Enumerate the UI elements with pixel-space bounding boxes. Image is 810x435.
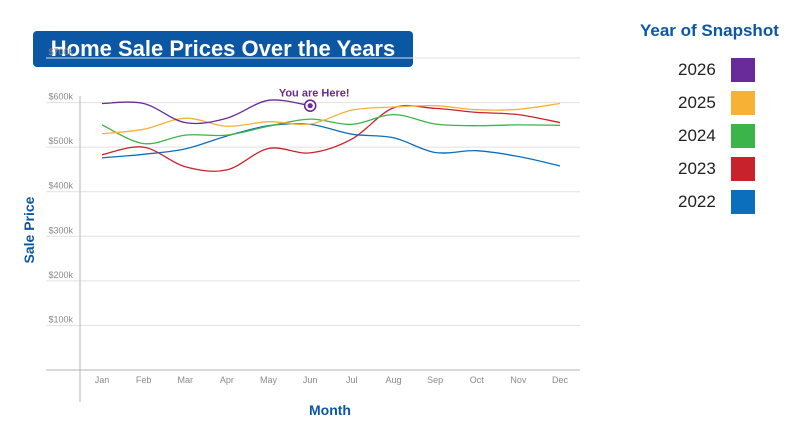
legend-label: 2023 <box>678 159 716 178</box>
x-tick-label: May <box>260 375 278 385</box>
legend-item-2022: 2022 <box>672 190 772 216</box>
legend-label: 2026 <box>678 60 716 79</box>
y-tick-label: $600k <box>48 92 73 102</box>
legend-swatch-2026 <box>731 58 755 82</box>
x-tick-label: Dec <box>552 375 569 385</box>
y-tick-label: $200k <box>48 270 73 280</box>
x-axis-label: Month <box>309 402 351 418</box>
series-line-2026 <box>101 99 311 125</box>
y-tick-label: $300k <box>48 225 73 235</box>
x-tick-label: Oct <box>470 375 485 385</box>
x-tick-label: Jan <box>95 375 110 385</box>
x-tick-label: Apr <box>220 375 234 385</box>
x-tick-label: Jul <box>346 375 358 385</box>
series-line-2024 <box>101 113 561 145</box>
legend-swatch-2025 <box>731 91 755 115</box>
legend-title: Year of Snapshot <box>640 21 779 40</box>
series-line-2025 <box>101 102 561 135</box>
you-are-here-marker-dot <box>307 103 313 109</box>
legend-item-2025: 2025 <box>672 91 772 117</box>
x-tick-label: Feb <box>136 375 152 385</box>
x-tick-label: Mar <box>178 375 194 385</box>
x-tick-label: Jun <box>303 375 318 385</box>
y-tick-label: $700k <box>48 47 73 57</box>
legend-swatch-2022 <box>731 190 755 214</box>
x-tick-label: Nov <box>510 375 527 385</box>
legend-item-2026: 2026 <box>672 58 772 84</box>
series-line-2023 <box>101 104 561 172</box>
legend-item-2024: 2024 <box>672 124 772 150</box>
legend-label: 2022 <box>678 192 716 211</box>
series-line-2022 <box>101 123 561 167</box>
legend-item-2023: 2023 <box>672 157 772 183</box>
you-are-here-label: You are Here! <box>279 88 350 100</box>
legend-label: 2025 <box>678 93 716 112</box>
legend-label: 2024 <box>678 126 716 145</box>
y-tick-label: $500k <box>48 136 73 146</box>
legend: 2026 2025 2024 2023 2022 <box>672 58 772 223</box>
legend-swatch-2023 <box>731 157 755 181</box>
chart-title: Home Sale Prices Over the Years <box>33 31 413 67</box>
legend-swatch-2024 <box>731 124 755 148</box>
x-tick-label: Aug <box>385 375 401 385</box>
x-tick-label: Sep <box>427 375 443 385</box>
y-tick-label: $400k <box>48 181 73 191</box>
y-tick-label: $100k <box>48 314 73 324</box>
